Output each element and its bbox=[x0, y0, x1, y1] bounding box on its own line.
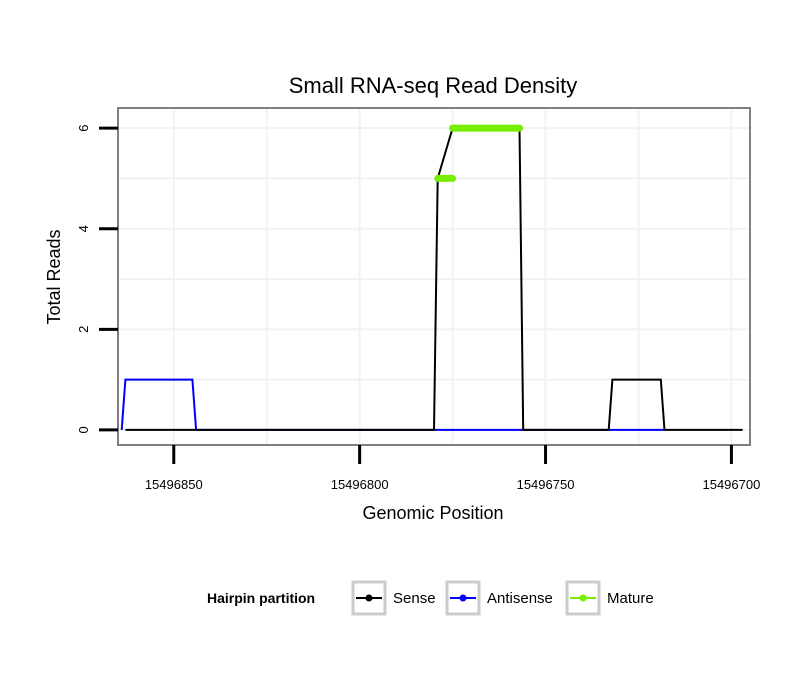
legend-item-sense: Sense bbox=[351, 580, 436, 616]
legend-item-mature: Mature bbox=[565, 580, 654, 616]
y-tick-label: 6 bbox=[76, 125, 91, 132]
y-axis-title: Total Reads bbox=[44, 229, 64, 324]
data-series bbox=[120, 124, 743, 431]
x-tick-label: 15496800 bbox=[331, 477, 389, 492]
legend-item-antisense: Antisense bbox=[445, 580, 553, 616]
legend-title: Hairpin partition bbox=[207, 590, 315, 606]
y-tick-label: 0 bbox=[76, 426, 91, 433]
legend-label: Mature bbox=[607, 590, 654, 607]
x-tick-label: 15496850 bbox=[145, 477, 203, 492]
grid-lines bbox=[119, 109, 749, 444]
legend-label: Antisense bbox=[487, 590, 553, 607]
legend: Hairpin partition Sense Antisense Mature bbox=[207, 580, 654, 616]
legend-key-dot bbox=[459, 594, 467, 602]
legend-label: Sense bbox=[393, 590, 436, 607]
y-tick-label: 2 bbox=[76, 326, 91, 333]
y-axis: 0 2 4 6 bbox=[76, 125, 118, 434]
legend-key-dot bbox=[365, 594, 373, 602]
legend-key-dot bbox=[579, 594, 587, 602]
x-tick-label: 15496700 bbox=[702, 477, 760, 492]
x-axis: 15496850 15496800 15496750 15496700 bbox=[145, 445, 760, 492]
chart-title: Small RNA-seq Read Density bbox=[289, 73, 578, 98]
y-tick-label: 4 bbox=[76, 225, 91, 232]
x-tick-label: 15496750 bbox=[517, 477, 575, 492]
x-axis-title: Genomic Position bbox=[362, 503, 503, 523]
